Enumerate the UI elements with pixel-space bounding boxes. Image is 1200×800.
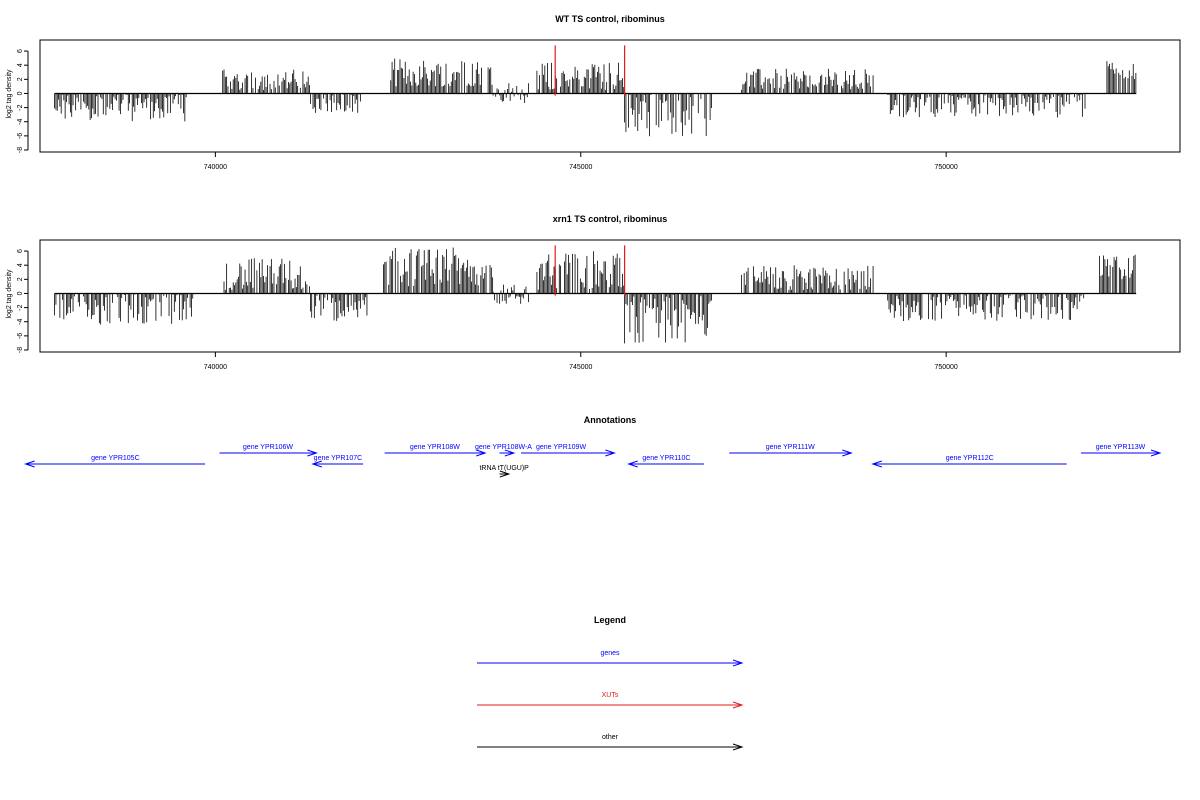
annotation-feature: gene YPR108W <box>384 444 487 457</box>
wt-coverage-panel: WT TS control, ribominus log2 tag densit… <box>6 14 1181 171</box>
y-tick-label: -6 <box>17 333 24 339</box>
feature-label: gene YPR107C <box>314 455 363 462</box>
annotation-feature: gene YPR111W <box>729 444 853 457</box>
feature-arrow-head <box>504 449 516 457</box>
y-tick-label: -6 <box>17 133 24 139</box>
feature-arrow-head <box>871 460 882 468</box>
legend-label: other <box>602 734 619 741</box>
feature-arrow-head <box>499 470 511 478</box>
legend-item: other <box>477 734 744 751</box>
feature-label: gene YPR113W <box>1096 444 1146 451</box>
xrn1-y-axis: -8 -6 -4 -2 0 2 4 6 <box>17 249 29 353</box>
feature-arrow-head <box>842 449 853 457</box>
y-tick-label: 0 <box>17 291 24 295</box>
y-tick-label: 6 <box>17 49 24 53</box>
wt-x-axis: 740000 745000 750000 <box>204 152 958 171</box>
annotation-feature: gene YPR110C <box>627 455 705 468</box>
x-tick-label: 745000 <box>569 364 592 371</box>
legend-title: Legend <box>594 615 626 625</box>
wt-xut-markers <box>554 45 626 96</box>
legend-item: XUTs <box>477 692 744 709</box>
y-tick-label: -8 <box>17 147 24 153</box>
y-tick-label: 4 <box>17 263 24 267</box>
xrn1-panel-title: xrn1 TS control, ribominus <box>553 214 668 224</box>
feature-label: gene YPR111W <box>766 444 815 451</box>
wt-y-axis-label: log2 tag density <box>6 69 13 119</box>
feature-arrow-head <box>307 449 318 457</box>
wt-plot-frame <box>39 39 1181 153</box>
feature-label: gene YPR108W <box>410 444 460 451</box>
y-tick-label: 2 <box>17 277 24 281</box>
legend-arrow-head <box>732 701 744 709</box>
legend-arrow-head <box>732 743 744 751</box>
xrn1-y-axis-label: log2 tag density <box>6 269 13 319</box>
feature-label: gene YPR108W-A <box>475 444 532 451</box>
xrn1-coverage-panel: xrn1 TS control, ribominus log2 tag dens… <box>6 214 1181 371</box>
y-tick-label: -4 <box>17 119 24 125</box>
y-tick-label: -8 <box>17 347 24 353</box>
y-tick-label: 6 <box>17 249 24 253</box>
legend-arrow-head <box>732 659 744 667</box>
xrn1-coverage-bars <box>54 247 1136 344</box>
x-tick-label: 745000 <box>569 164 592 171</box>
feature-arrow-head <box>311 460 322 468</box>
y-tick-label: -2 <box>17 104 24 110</box>
xrn1-xut-markers <box>554 245 626 296</box>
wt-coverage-bars <box>54 58 1137 137</box>
feature-label: gene YPR109W <box>536 444 586 451</box>
wt-y-axis: -8 -6 -4 -2 0 2 4 6 <box>17 49 29 153</box>
x-tick-label: 750000 <box>934 164 957 171</box>
x-tick-label: 740000 <box>204 164 227 171</box>
annotation-feature: gene YPR109W <box>521 444 616 457</box>
feature-label: gene YPR110C <box>642 455 690 462</box>
annotation-feature: gene YPR112C <box>871 455 1067 468</box>
legend-label: genes <box>600 650 620 657</box>
annotation-features: gene YPR105C gene YPR106W gene YPR107C gene… <box>24 444 1162 478</box>
y-tick-label: 0 <box>17 91 24 95</box>
legend-label: XUTs <box>602 692 619 699</box>
y-tick-label: -2 <box>17 304 24 310</box>
annotations-title: Annotations <box>584 415 637 425</box>
feature-arrow-head <box>24 460 35 468</box>
legend: Legend genes XUTs other <box>477 615 744 751</box>
annotation-feature: gene YPR106W <box>219 444 318 457</box>
feature-label: tRNA tT(UGU)P <box>479 465 529 472</box>
x-tick-label: 740000 <box>204 364 227 371</box>
feature-label: gene YPR106W <box>243 444 293 451</box>
xrn1-plot-frame <box>39 239 1181 353</box>
feature-label: gene YPR112C <box>946 455 994 462</box>
annotation-feature: gene YPR105C <box>24 455 206 468</box>
wt-panel-title: WT TS control, ribominus <box>555 14 665 24</box>
feature-arrow-head <box>627 460 638 468</box>
x-tick-label: 750000 <box>934 364 957 371</box>
y-tick-label: -4 <box>17 319 24 325</box>
feature-arrow-head <box>1150 449 1162 457</box>
annotation-feature: gene YPR107C <box>311 455 364 468</box>
legend-items: genes XUTs other <box>477 650 744 751</box>
annotation-feature: gene YPR113W <box>1081 444 1162 457</box>
feature-arrow-head <box>605 449 616 457</box>
y-tick-label: 4 <box>17 63 24 67</box>
annotation-feature: gene YPR108W-A <box>475 444 532 457</box>
feature-arrow-head <box>475 449 487 457</box>
y-tick-label: 2 <box>17 77 24 81</box>
annotation-feature: tRNA tT(UGU)P <box>479 465 529 478</box>
xrn1-x-axis: 740000 745000 750000 <box>204 352 958 371</box>
legend-item: genes <box>477 650 744 667</box>
feature-label: gene YPR105C <box>91 455 140 462</box>
